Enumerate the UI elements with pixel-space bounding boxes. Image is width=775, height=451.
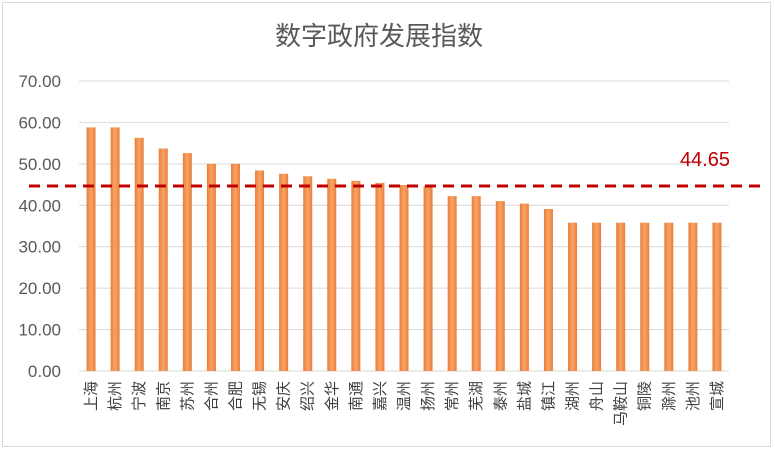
category-label: 宁波 bbox=[130, 381, 148, 411]
bar bbox=[568, 222, 578, 371]
y-tick-label: 70.00 bbox=[18, 72, 61, 91]
bar bbox=[616, 222, 626, 371]
category-label: 湖州 bbox=[564, 381, 582, 411]
y-tick-label: 10.00 bbox=[18, 321, 61, 340]
bar bbox=[158, 148, 168, 371]
category-label: 泰州 bbox=[491, 381, 509, 411]
bar bbox=[712, 222, 722, 371]
category-label: 马鞍山 bbox=[612, 381, 630, 426]
category-label: 池州 bbox=[684, 381, 702, 411]
bar bbox=[279, 173, 289, 371]
y-tick-label: 30.00 bbox=[18, 238, 61, 257]
bar bbox=[303, 176, 313, 371]
bar bbox=[471, 196, 481, 371]
bar bbox=[206, 163, 216, 371]
category-label: 上海 bbox=[82, 381, 100, 411]
y-axis-ticks: 0.00 10.00 20.00 30.00 40.00 50.00 60.00 70.00 bbox=[18, 72, 61, 381]
category-label: 金华 bbox=[323, 381, 341, 411]
y-tick-label: 40.00 bbox=[18, 196, 61, 215]
bar bbox=[351, 180, 361, 371]
category-label: 合州 bbox=[202, 381, 220, 411]
bar bbox=[664, 222, 674, 371]
bar bbox=[423, 186, 433, 371]
reference-line-group: 44.65 bbox=[29, 149, 763, 188]
category-label: 苏州 bbox=[178, 381, 196, 411]
bar bbox=[640, 222, 650, 371]
bar bbox=[86, 127, 96, 372]
x-axis-categories: 上海 杭州 宁波 南京 苏州 合州 合肥 无锡 安庆 绍兴 金华 南通 嘉兴 温州 扬州 常州 芜湖 泰州 盐城 镇江… bbox=[82, 381, 726, 426]
y-tick-label: 20.00 bbox=[18, 279, 61, 298]
bar bbox=[110, 127, 120, 372]
bar bbox=[592, 222, 602, 371]
category-label: 杭州 bbox=[106, 381, 124, 411]
category-label: 安庆 bbox=[275, 381, 293, 411]
category-label: 无锡 bbox=[251, 381, 269, 411]
category-label: 嘉兴 bbox=[371, 381, 389, 411]
bar-chart: 数字政府发展指数 0.00 10.00 20.00 30.00 40.00 50.00 60… bbox=[18, 22, 763, 426]
category-label: 盐城 bbox=[515, 381, 533, 411]
bar bbox=[495, 201, 505, 371]
bar bbox=[230, 163, 240, 371]
chart-area: 数字政府发展指数 0.00 10.00 20.00 30.00 40.00 50.00 60… bbox=[2, 2, 771, 447]
category-label: 扬州 bbox=[419, 381, 437, 411]
category-label: 常州 bbox=[443, 381, 461, 411]
category-label: 铜陵 bbox=[636, 381, 654, 411]
y-tick-label: 0.00 bbox=[28, 362, 61, 381]
category-label: 南通 bbox=[347, 381, 365, 411]
y-tick-label: 60.00 bbox=[18, 113, 61, 132]
category-label: 舟山 bbox=[588, 381, 606, 411]
category-label: 南京 bbox=[154, 381, 172, 411]
bar bbox=[182, 153, 192, 371]
y-tick-label: 50.00 bbox=[18, 155, 61, 174]
bar bbox=[399, 184, 409, 371]
bar bbox=[134, 137, 144, 371]
bar bbox=[327, 178, 337, 371]
bar bbox=[447, 196, 457, 371]
category-label: 芜湖 bbox=[467, 381, 485, 411]
bar bbox=[543, 209, 553, 371]
category-label: 滁州 bbox=[660, 381, 678, 411]
category-label: 宣城 bbox=[708, 381, 726, 411]
chart-title: 数字政府发展指数 bbox=[275, 22, 483, 52]
bar bbox=[255, 170, 265, 371]
category-label: 绍兴 bbox=[299, 381, 317, 411]
bars bbox=[86, 127, 722, 372]
bar bbox=[519, 203, 529, 371]
category-label: 镇江 bbox=[539, 381, 557, 411]
category-label: 合肥 bbox=[226, 381, 244, 411]
category-label: 温州 bbox=[395, 381, 413, 411]
reference-line-label: 44.65 bbox=[680, 149, 730, 171]
bar bbox=[375, 182, 385, 371]
bar bbox=[688, 222, 698, 371]
